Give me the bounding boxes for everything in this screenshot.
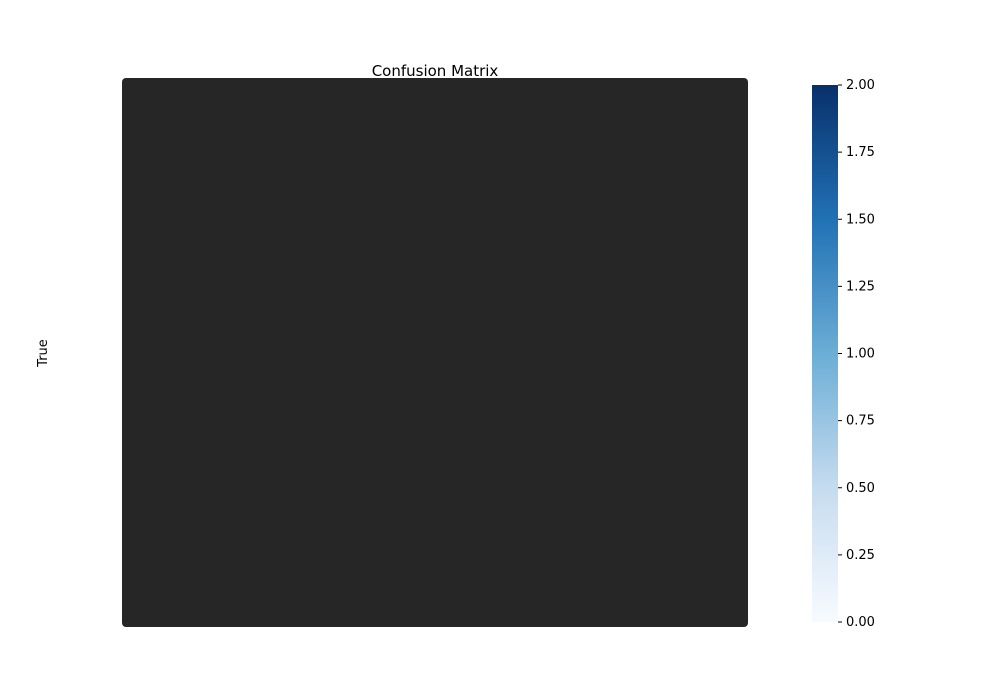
- colorbar: [812, 85, 838, 622]
- colorbar-tick-label: 1.50: [846, 212, 875, 227]
- colorbar-tick-label: 0.75: [846, 414, 875, 429]
- colorbar-tick-label: 1.25: [846, 279, 875, 294]
- colorbar-tick-label: 0.50: [846, 481, 875, 496]
- colorbar-tick-label: 1.00: [846, 347, 875, 362]
- colorbar-tick-label: 0.25: [846, 548, 875, 563]
- y-axis-label: True: [36, 339, 51, 368]
- colorbar-tick-label: 1.75: [846, 145, 875, 160]
- colorbar-tick-label: 0.00: [846, 615, 875, 630]
- heatmap-area: [122, 78, 748, 627]
- chart-title: Confusion Matrix: [372, 62, 499, 80]
- colorbar-tick-label: 2.00: [846, 78, 875, 93]
